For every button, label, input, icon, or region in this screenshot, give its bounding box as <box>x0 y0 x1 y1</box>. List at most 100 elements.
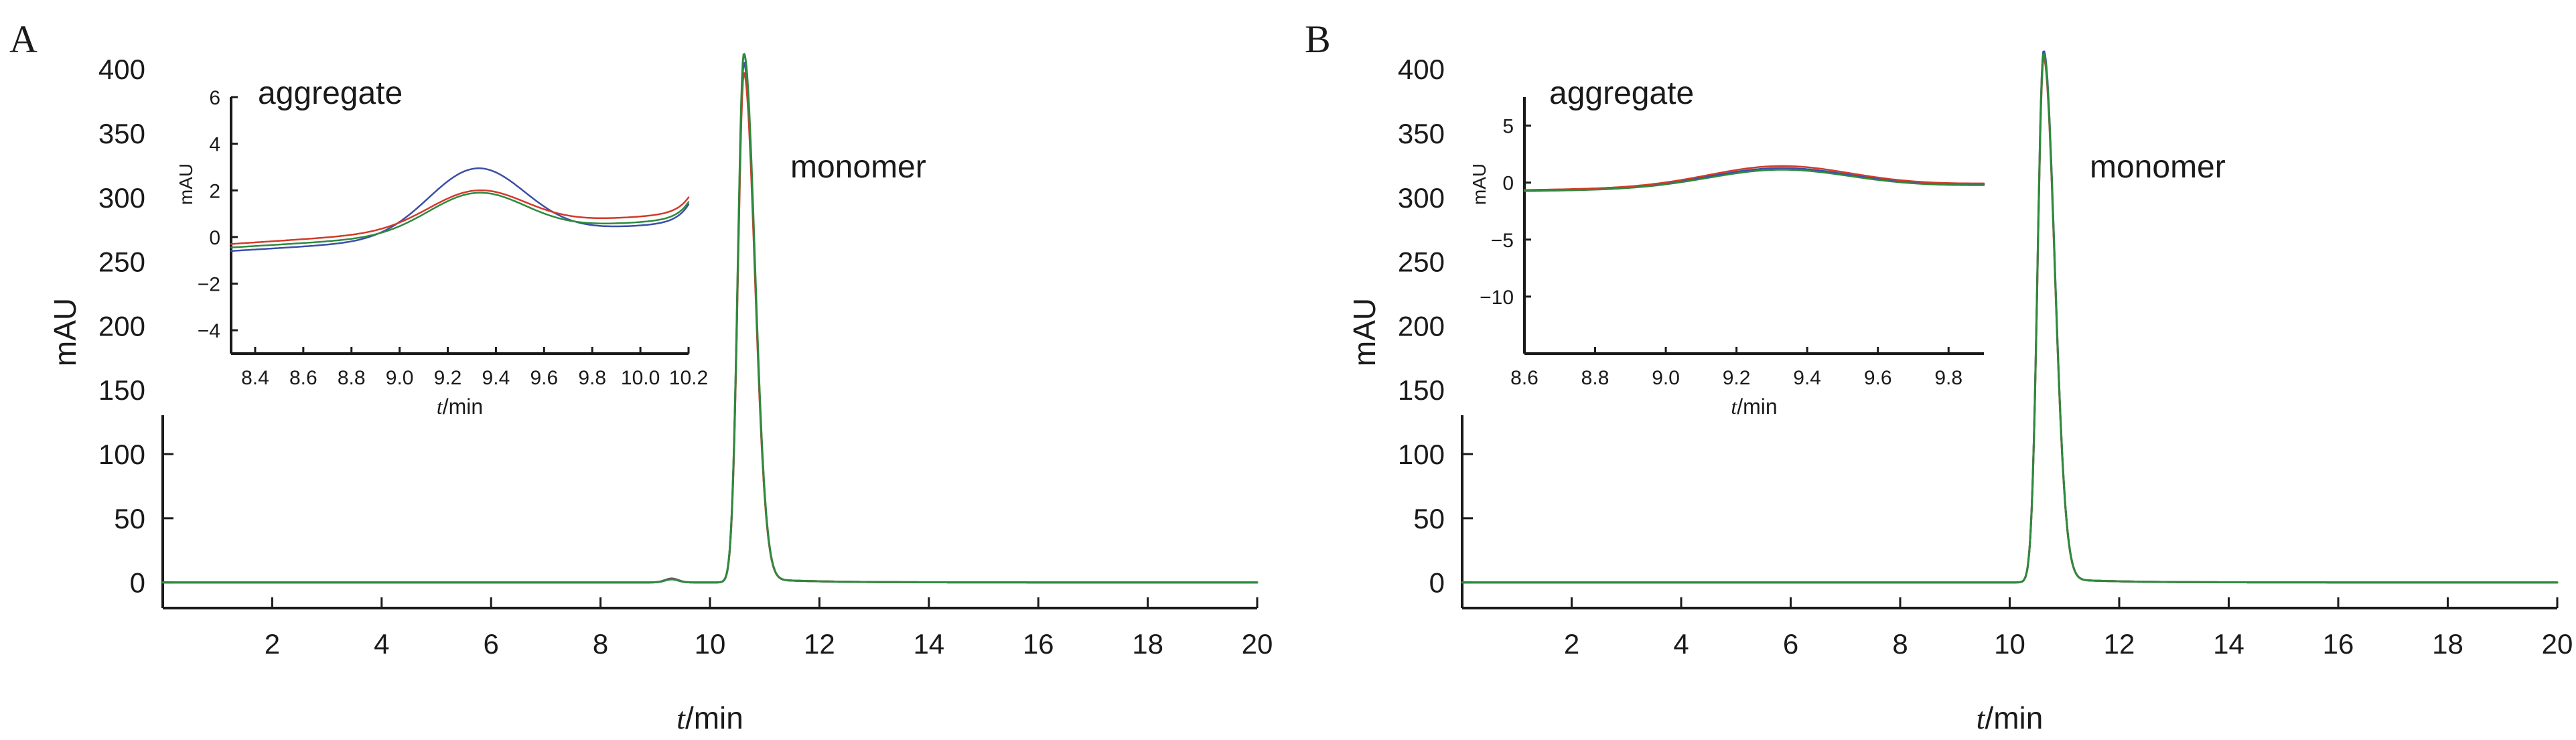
inset-x-tick-label: 9.0 <box>386 367 414 389</box>
inset-y-tick-label: −10 <box>1480 287 1514 309</box>
inset-x-tick-label: 9.6 <box>530 367 558 389</box>
inset-x-axis-title-italic: t <box>1731 394 1737 419</box>
inset-series-line-0 <box>230 167 690 252</box>
y-tick-label: 250 <box>98 246 145 278</box>
inset-y-tick-label: 2 <box>209 180 220 202</box>
inset-y-tick-label: 6 <box>209 87 220 109</box>
inset-y-axis-title: mAU <box>1469 163 1490 205</box>
inset-x-axis-title-italic: t <box>437 394 443 419</box>
y-tick-label: 350 <box>98 118 145 149</box>
x-tick-label: 10 <box>695 628 726 660</box>
inset-x-tick-label: 8.6 <box>289 367 317 389</box>
x-axis-title-rest: /min <box>685 700 743 735</box>
inset-background <box>1444 67 1994 415</box>
y-axis-title: mAU <box>1347 298 1382 366</box>
x-tick-label: 4 <box>1673 628 1689 660</box>
inset-y-tick-label: 4 <box>209 134 220 156</box>
inset-b: −10 −5 0 5 8.6 8.8 9.0 9.2 9.4 9.6 9.8 t/min mAU aggr… <box>1444 67 1994 419</box>
inset-x-axis-title-rest: /min <box>1737 394 1777 419</box>
y-tick-label: 0 <box>1429 567 1445 599</box>
inset-series-line-1 <box>1523 165 1985 191</box>
x-tick-label: 14 <box>913 628 944 660</box>
y-tick-label: 400 <box>98 54 145 85</box>
inset-y-tick-label: −2 <box>198 274 220 296</box>
y-tick-label: 200 <box>1398 310 1445 342</box>
y-tick-label: 200 <box>98 310 145 342</box>
inset-a: −4 −2 0 2 4 6 8.4 8.6 8.8 9.0 9.2 9.4 9.6 9.8 10.0 10.2… <box>151 67 708 419</box>
inset-x-tick-label: 8.6 <box>1510 367 1539 389</box>
y-tick-label: 350 <box>1398 118 1445 149</box>
inset-title-aggregate: aggregate <box>258 76 403 111</box>
y-tick-label: 100 <box>98 439 145 470</box>
inset-x-tick-label: 9.2 <box>434 367 462 389</box>
x-tick-label: 16 <box>1023 628 1054 660</box>
inset-x-tick-label: 8.4 <box>241 367 269 389</box>
inset-x-tick-label: 10.0 <box>621 367 660 389</box>
inset-y-tick-label: 0 <box>1502 173 1514 195</box>
annotation-monomer: monomer <box>790 149 926 185</box>
series-line-2 <box>161 53 1259 584</box>
panel-letter: A <box>9 17 38 61</box>
inset-y-axis-title: mAU <box>175 163 196 205</box>
y-tick-label: 100 <box>1398 439 1445 470</box>
x-tick-label: 6 <box>484 628 499 660</box>
x-axis-title: t/min <box>1977 700 2044 735</box>
x-tick-label: 12 <box>804 628 835 660</box>
x-tick-label: 20 <box>1242 628 1273 660</box>
inset-title-aggregate: aggregate <box>1549 76 1694 111</box>
x-tick-label: 10 <box>1994 628 2025 660</box>
inset-x-axis-title-rest: /min <box>443 394 483 419</box>
y-tick-label: 300 <box>1398 182 1445 214</box>
inset-x-tick-label: 8.8 <box>1581 367 1609 389</box>
inset-background <box>151 67 699 415</box>
y-tick-label: 400 <box>1398 54 1445 85</box>
x-tick-label: 16 <box>2323 628 2354 660</box>
y-tick-label: 300 <box>98 182 145 214</box>
x-tick-label: 8 <box>1892 628 1908 660</box>
y-tick-label: 150 <box>98 374 145 406</box>
inset-x-tick-label: 9.0 <box>1652 367 1680 389</box>
inset-x-tick-label: 8.8 <box>338 367 366 389</box>
panel-letter: B <box>1305 17 1331 61</box>
inset-y-tick-label: −5 <box>1491 230 1514 252</box>
inset-x-tick-label: 9.8 <box>578 367 606 389</box>
x-axis-title-italic: t <box>676 701 686 735</box>
x-tick-label: 8 <box>593 628 608 660</box>
y-tick-label: 50 <box>1413 503 1445 534</box>
x-axis-title-italic: t <box>1977 701 1986 735</box>
x-tick-label: 2 <box>265 628 280 660</box>
series-line-2 <box>1461 53 2559 584</box>
inset-x-axis-title: t/min <box>1731 394 1777 419</box>
inset-x-axis-title: t/min <box>437 394 483 419</box>
x-tick-label: 20 <box>2542 628 2573 660</box>
x-tick-label: 6 <box>1783 628 1798 660</box>
inset-x-tick-label: 9.4 <box>482 367 510 389</box>
y-tick-label: 250 <box>1398 246 1445 278</box>
x-tick-label: 14 <box>2213 628 2244 660</box>
x-tick-label: 18 <box>2432 628 2463 660</box>
inset-series-line-2 <box>230 192 690 248</box>
y-tick-label: 0 <box>130 567 145 599</box>
inset-x-tick-label: 9.4 <box>1793 367 1821 389</box>
inset-y-tick-label: 5 <box>1502 116 1514 138</box>
inset-x-tick-label: 9.6 <box>1864 367 1892 389</box>
inset-y-tick-label: 0 <box>209 227 220 249</box>
x-tick-label: 18 <box>1132 628 1163 660</box>
x-axis-title: t/min <box>676 700 743 735</box>
inset-y-tick-label: −4 <box>198 320 220 342</box>
x-tick-label: 4 <box>374 628 389 660</box>
x-axis-title-rest: /min <box>1985 700 2043 735</box>
y-axis-title: mAU <box>48 298 82 366</box>
inset-x-tick-label: 9.8 <box>1934 367 1962 389</box>
x-tick-label: 2 <box>1564 628 1579 660</box>
x-tick-label: 12 <box>2104 628 2135 660</box>
y-tick-label: 150 <box>1398 374 1445 406</box>
inset-series-line-2 <box>1523 169 1985 192</box>
inset-series-line-1 <box>230 189 690 245</box>
annotation-monomer: monomer <box>2090 149 2226 185</box>
inset-x-tick-label: 10.2 <box>669 367 708 389</box>
inset-x-tick-label: 9.2 <box>1723 367 1751 389</box>
